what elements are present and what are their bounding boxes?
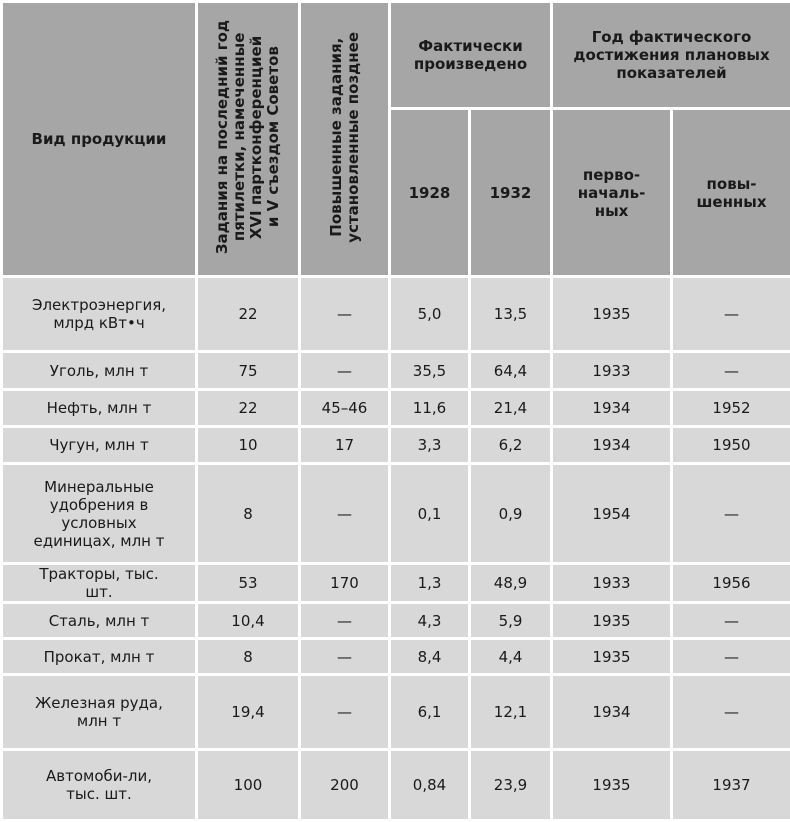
cell-raised: — <box>300 639 390 675</box>
cell-name: Электроэнергия, млрд кВт•ч <box>2 277 197 352</box>
cell-y-init: 1933 <box>552 564 672 603</box>
cell-raised: — <box>300 352 390 390</box>
cell-name: Железная руда, млн т <box>2 675 197 750</box>
cell-a1932: 0,9 <box>470 464 552 564</box>
cell-a1928: 0,84 <box>390 750 470 821</box>
header-product: Вид продукции <box>2 2 197 277</box>
cell-y-raised: 1937 <box>672 750 790 821</box>
cell-a1928: 1,3 <box>390 564 470 603</box>
cell-a1928: 4,3 <box>390 603 470 639</box>
cell-y-raised: — <box>672 603 790 639</box>
cell-plan: 100 <box>197 750 300 821</box>
cell-a1928: 0,1 <box>390 464 470 564</box>
cell-plan: 53 <box>197 564 300 603</box>
cell-y-init: 1934 <box>552 427 672 464</box>
header-actual: Фактически произведено <box>390 2 552 109</box>
cell-y-raised: 1950 <box>672 427 790 464</box>
header-raised: повы-шенных <box>672 109 790 277</box>
cell-name: Минеральные удобрения в условных единица… <box>2 464 197 564</box>
cell-name: Автомоби-ли, тыс. шт. <box>2 750 197 821</box>
cell-y-init: 1934 <box>552 390 672 427</box>
cell-name: Нефть, млн т <box>2 390 197 427</box>
cell-y-init: 1933 <box>552 352 672 390</box>
cell-raised: 17 <box>300 427 390 464</box>
header-raised-plan: Повышенные задания,установленные позднее <box>300 2 390 277</box>
cell-name: Прокат, млн т <box>2 639 197 675</box>
cell-plan: 10,4 <box>197 603 300 639</box>
cell-y-raised: — <box>672 277 790 352</box>
cell-plan: 19,4 <box>197 675 300 750</box>
cell-a1928: 3,3 <box>390 427 470 464</box>
cell-a1932: 12,1 <box>470 675 552 750</box>
cell-raised: 45–46 <box>300 390 390 427</box>
cell-plan: 22 <box>197 390 300 427</box>
header-1932: 1932 <box>470 109 552 277</box>
cell-a1932: 6,2 <box>470 427 552 464</box>
cell-a1928: 35,5 <box>390 352 470 390</box>
header-initial: перво-началь-ных <box>552 109 672 277</box>
cell-name: Уголь, млн т <box>2 352 197 390</box>
cell-a1932: 64,4 <box>470 352 552 390</box>
cell-name: Тракторы, тыс. шт. <box>2 564 197 603</box>
cell-y-raised: 1952 <box>672 390 790 427</box>
cell-a1932: 48,9 <box>470 564 552 603</box>
cell-raised: — <box>300 277 390 352</box>
cell-plan: 22 <box>197 277 300 352</box>
cell-y-raised: — <box>672 352 790 390</box>
cell-name: Чугун, млн т <box>2 427 197 464</box>
cell-y-init: 1935 <box>552 277 672 352</box>
cell-a1928: 11,6 <box>390 390 470 427</box>
cell-raised: — <box>300 675 390 750</box>
cell-plan: 75 <box>197 352 300 390</box>
cell-y-raised: — <box>672 639 790 675</box>
cell-plan: 10 <box>197 427 300 464</box>
cell-y-raised: 1956 <box>672 564 790 603</box>
cell-name: Сталь, млн т <box>2 603 197 639</box>
cell-y-init: 1954 <box>552 464 672 564</box>
cell-y-init: 1935 <box>552 639 672 675</box>
cell-raised: — <box>300 464 390 564</box>
cell-plan: 8 <box>197 639 300 675</box>
cell-a1928: 5,0 <box>390 277 470 352</box>
cell-a1932: 4,4 <box>470 639 552 675</box>
cell-raised: 170 <box>300 564 390 603</box>
cell-a1932: 21,4 <box>470 390 552 427</box>
cell-a1932: 5,9 <box>470 603 552 639</box>
cell-raised: — <box>300 603 390 639</box>
cell-raised: 200 <box>300 750 390 821</box>
cell-y-init: 1935 <box>552 603 672 639</box>
cell-y-raised: — <box>672 464 790 564</box>
cell-y-init: 1934 <box>552 675 672 750</box>
cell-a1932: 13,5 <box>470 277 552 352</box>
cell-y-raised: — <box>672 675 790 750</box>
table-row: Минеральные удобрения в условных единица… <box>2 464 790 564</box>
cell-a1928: 6,1 <box>390 675 470 750</box>
cell-a1932: 23,9 <box>470 750 552 821</box>
cell-y-init: 1935 <box>552 750 672 821</box>
cell-a1928: 8,4 <box>390 639 470 675</box>
cell-plan: 8 <box>197 464 300 564</box>
header-achieved: Год фактического достижения плановых пок… <box>552 2 790 109</box>
header-1928: 1928 <box>390 109 470 277</box>
